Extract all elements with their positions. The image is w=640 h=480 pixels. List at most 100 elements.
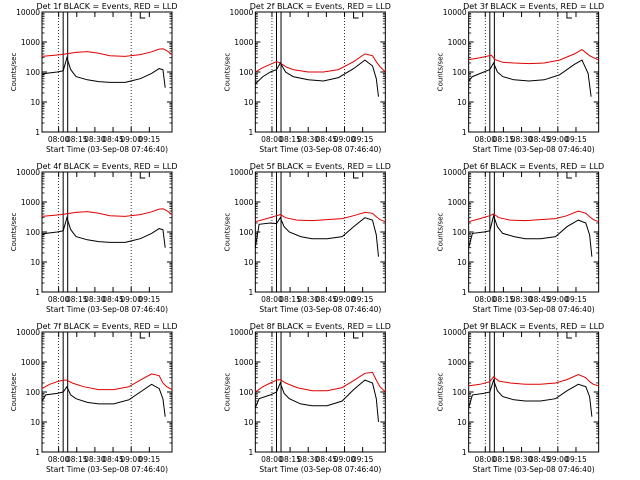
y-tick-label: 1 xyxy=(249,288,254,297)
y-tick-label: 100 xyxy=(239,68,254,77)
corner-bracket xyxy=(566,332,572,339)
x-tick-label: 08:15 xyxy=(66,295,88,304)
x-tick-label: 08:45 xyxy=(102,455,124,464)
y-tick-label: 10 xyxy=(30,418,40,427)
x-tick-label: 08:15 xyxy=(493,135,515,144)
x-tick-label: 09:00 xyxy=(547,455,569,464)
series-line-lld xyxy=(468,374,599,387)
corner-bracket xyxy=(566,12,572,19)
y-axis-label: Counts/sec xyxy=(437,373,445,412)
chart-panel-6: Det 6f BLACK = Events, RED = LLD 1 10 100 10… xyxy=(437,162,605,314)
y-tick-label: 10 xyxy=(457,418,467,427)
x-tick-label: 08:15 xyxy=(493,455,515,464)
x-tick-label: 09:00 xyxy=(334,295,356,304)
y-tick-label: 100 xyxy=(452,228,467,237)
x-tick-label: 08:45 xyxy=(316,455,338,464)
x-tick-label: 08:15 xyxy=(279,135,301,144)
x-tick-label: 08:00 xyxy=(474,455,496,464)
x-tick-label: 08:15 xyxy=(493,295,515,304)
series-line-events xyxy=(468,59,592,97)
plot-frame xyxy=(254,331,386,453)
series-line-events xyxy=(41,55,166,88)
corner-bracket xyxy=(353,172,359,179)
x-tick-label: 09:00 xyxy=(547,135,569,144)
plot-frame xyxy=(41,11,173,133)
x-tick-label: 08:30 xyxy=(84,455,106,464)
chart-title: Det 9f BLACK = Events, RED = LLD xyxy=(463,322,604,331)
y-axis-label: Counts/sec xyxy=(223,213,231,252)
chart-panel-7: Det 7f BLACK = Events, RED = LLD 1 10 100 10… xyxy=(10,322,178,474)
y-tick-label: 10 xyxy=(244,98,254,107)
y-tick-label: 10 xyxy=(457,258,467,267)
plot-frame xyxy=(41,171,173,293)
corner-bracket xyxy=(353,332,359,339)
chart-title: Det 6f BLACK = Events, RED = LLD xyxy=(463,162,604,171)
y-tick-label: 100 xyxy=(26,228,41,237)
y-tick-label: 1 xyxy=(35,128,40,137)
y-tick-label: 100 xyxy=(452,68,467,77)
x-tick-label: 08:45 xyxy=(102,135,124,144)
x-tick-label: 09:15 xyxy=(565,135,587,144)
y-tick-label: 1000 xyxy=(234,38,253,47)
plot-frame xyxy=(468,11,600,133)
y-tick-label: 10 xyxy=(244,258,254,267)
series-line-lld xyxy=(41,208,173,217)
y-tick-label: 1 xyxy=(35,448,40,457)
chart-title: Det 8f BLACK = Events, RED = LLD xyxy=(250,322,391,331)
y-tick-label: 100 xyxy=(26,68,41,77)
y-tick-label: 10 xyxy=(30,258,40,267)
x-tick-label: 08:00 xyxy=(48,455,70,464)
y-tick-label: 10000 xyxy=(443,168,467,177)
y-tick-label: 10 xyxy=(457,98,467,107)
x-tick-label: 08:30 xyxy=(297,295,319,304)
series-line-events xyxy=(468,213,593,257)
x-tick-label: 08:15 xyxy=(66,455,88,464)
y-tick-label: 10 xyxy=(30,98,40,107)
y-tick-label: 100 xyxy=(239,228,254,237)
x-tick-label: 08:45 xyxy=(316,135,338,144)
corner-bracket xyxy=(353,12,359,19)
y-tick-label: 1000 xyxy=(234,198,253,207)
series-line-lld xyxy=(41,373,173,391)
x-tick-label: 08:00 xyxy=(261,455,283,464)
series-line-events xyxy=(41,383,166,417)
chart-panel-3: Det 3f BLACK = Events, RED = LLD 1 10 100 10… xyxy=(437,2,605,154)
y-tick-label: 10000 xyxy=(229,168,253,177)
x-tick-label: 09:15 xyxy=(352,135,374,144)
series-line-events xyxy=(468,378,593,417)
chart-panel-5: Det 5f BLACK = Events, RED = LLD 1 10 100 10… xyxy=(223,162,391,314)
x-tick-label: 08:30 xyxy=(511,135,533,144)
y-tick-label: 10000 xyxy=(229,328,253,337)
y-axis-label: Counts/sec xyxy=(223,53,231,92)
x-tick-label: 09:15 xyxy=(139,455,161,464)
corner-bracket xyxy=(139,332,146,339)
x-tick-label: 09:00 xyxy=(547,295,569,304)
y-tick-label: 10000 xyxy=(443,8,467,17)
y-tick-label: 1000 xyxy=(21,198,40,207)
x-tick-label: 08:30 xyxy=(511,295,533,304)
series-line-events xyxy=(41,215,166,248)
x-tick-label: 08:00 xyxy=(474,295,496,304)
y-tick-label: 1 xyxy=(462,128,467,137)
y-tick-label: 1000 xyxy=(21,38,40,47)
chart-title: Det 1f BLACK = Events, RED = LLD xyxy=(36,2,177,11)
x-tick-label: 08:45 xyxy=(529,135,551,144)
x-axis-label: Start Time (03-Sep-08 07:46:40) xyxy=(259,465,381,474)
x-tick-label: 08:30 xyxy=(84,135,106,144)
x-tick-label: 09:00 xyxy=(120,295,142,304)
y-tick-label: 10000 xyxy=(16,8,40,17)
x-tick-label: 08:00 xyxy=(261,295,283,304)
chart-panel-4: Det 4f BLACK = Events, RED = LLD 1 10 100 10… xyxy=(10,162,178,314)
x-axis-label: Start Time (03-Sep-08 07:46:40) xyxy=(46,145,168,154)
y-axis-label: Counts/sec xyxy=(223,373,231,412)
corner-bracket xyxy=(566,172,572,179)
chart-title: Det 5f BLACK = Events, RED = LLD xyxy=(250,162,391,171)
x-tick-label: 08:15 xyxy=(279,295,301,304)
y-tick-label: 100 xyxy=(452,388,467,397)
x-tick-label: 08:00 xyxy=(48,135,70,144)
chart-title: Det 2f BLACK = Events, RED = LLD xyxy=(250,2,391,11)
y-tick-label: 100 xyxy=(239,388,254,397)
series-line-events xyxy=(254,216,379,257)
plot-frame xyxy=(254,171,386,293)
